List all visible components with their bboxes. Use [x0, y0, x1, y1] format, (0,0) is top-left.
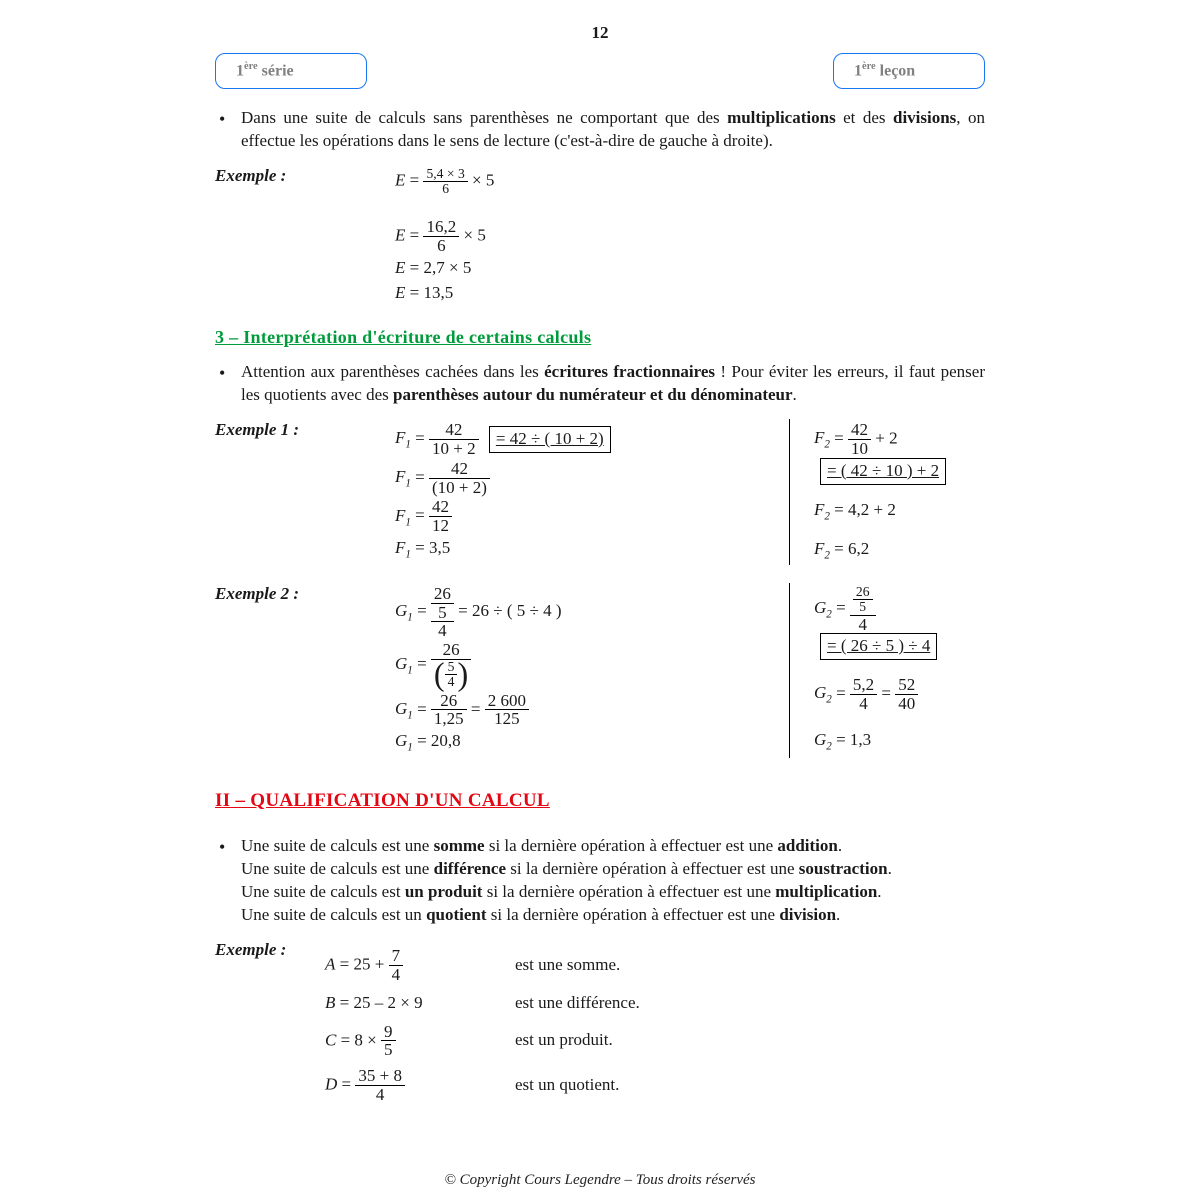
page-content: Dans une suite de calculs sans parenthès… [215, 107, 985, 1112]
example-E-label: Exemple : [215, 165, 395, 188]
ex1-R2: F2 = 4,2 + 2 [814, 499, 985, 524]
qual-ex-equation: A = 25 + 74 [325, 947, 515, 984]
exE-line4: E = 13,5 [395, 282, 486, 305]
qual-ex-equation: C = 8 × 95 [325, 1023, 515, 1060]
ex2-R2: G2 = 5,24 = 5240 [814, 676, 985, 713]
example-2: Exemple 2 : G1 = 2654 = 26 ÷ ( 5 ÷ 4 ) G… [215, 583, 985, 757]
ex1-L1: F1 = 4210 + 2 = 42 ÷ ( 10 + 2) [395, 421, 765, 458]
qual-ex-description: est une différence. [515, 992, 640, 1015]
qual-ex-equation: D = 35 + 84 [325, 1067, 515, 1104]
ex1-R3: F2 = 6,2 [814, 538, 985, 563]
header: 1ère série 1ère leçon [215, 53, 985, 89]
qual-ex-row: C = 8 × 95est un produit. [325, 1023, 640, 1060]
ex1-R1: F2 = 4210 + 2 = ( 42 ÷ 10 ) + 2 [814, 421, 985, 485]
ex2-R3: G2 = 1,3 [814, 729, 985, 754]
exE-line2: E = 16,26 × 5 [395, 218, 486, 255]
qual-ex-equation: B = 25 – 2 × 9 [325, 992, 515, 1015]
exE-line3: E = 2,7 × 5 [395, 257, 486, 280]
example-1-label: Exemple 1 : [215, 419, 395, 442]
ex1-L2: F1 = 42(10 + 2) [395, 460, 765, 497]
page-number: 12 [45, 22, 1155, 45]
footer: © Copyright Cours Legendre – Tous droits… [0, 1170, 1200, 1190]
ex2-L2: G1 = 26(54) [395, 641, 765, 689]
qual-ex-row: B = 25 – 2 × 9est une différence. [325, 992, 640, 1015]
qual-ex-row: D = 35 + 84est un quotient. [325, 1067, 640, 1104]
header-right-pill: 1ère leçon [833, 53, 985, 89]
exE-line1: E = 5,4 × 36 × 5 [395, 167, 494, 197]
qual-ex-label: Exemple : [215, 939, 325, 962]
qual-ex-row: A = 25 + 74est une somme. [325, 947, 640, 984]
qual-ex-table: A = 25 + 74est une somme.B = 25 – 2 × 9e… [325, 939, 640, 1112]
section3-heading: 3 – Interprétation d'écriture de certain… [215, 325, 985, 349]
ex2-L3: G1 = 261,25 = 2 600125 [395, 692, 765, 729]
qual-ex-description: est un produit. [515, 1029, 613, 1052]
sec3-bullet: Attention aux parenthèses cachées dans l… [215, 361, 985, 407]
example-1: Exemple 1 : F1 = 4210 + 2 = 42 ÷ ( 10 + … [215, 419, 985, 565]
qual-ex-description: est un quotient. [515, 1074, 619, 1097]
ex2-L4: G1 = 20,8 [395, 730, 765, 755]
example-2-separator [789, 583, 790, 757]
ex1-L3: F1 = 4212 [395, 498, 765, 535]
example-E: Exemple : E = 5,4 × 36 × 5 [215, 165, 985, 199]
ex1-L4: F1 = 3,5 [395, 537, 765, 562]
header-left-pill: 1ère série [215, 53, 367, 89]
qualification-bullet: Une suite de calculs est une somme si la… [215, 835, 985, 927]
qualification-example: Exemple : A = 25 + 74est une somme.B = 2… [215, 939, 985, 1112]
qual-ex-description: est une somme. [515, 954, 620, 977]
ex2-L1: G1 = 2654 = 26 ÷ ( 5 ÷ 4 ) [395, 585, 765, 639]
example-1-separator [789, 419, 790, 565]
intro-bullet: Dans une suite de calculs sans parenthès… [215, 107, 985, 153]
sectionII-heading: II – QUALIFICATION D'UN CALCUL [215, 788, 985, 814]
example-2-label: Exemple 2 : [215, 583, 395, 606]
ex2-R1: G2 = 2654 = ( 26 ÷ 5 ) ÷ 4 [814, 585, 985, 660]
